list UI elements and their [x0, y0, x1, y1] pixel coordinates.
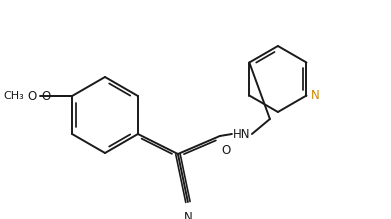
Text: O: O: [221, 143, 231, 157]
Text: CH₃: CH₃: [4, 91, 24, 101]
Text: HN: HN: [233, 127, 251, 141]
Text: N: N: [310, 89, 319, 102]
Text: O: O: [41, 90, 51, 102]
Text: N: N: [183, 211, 192, 219]
Text: O: O: [28, 90, 37, 102]
